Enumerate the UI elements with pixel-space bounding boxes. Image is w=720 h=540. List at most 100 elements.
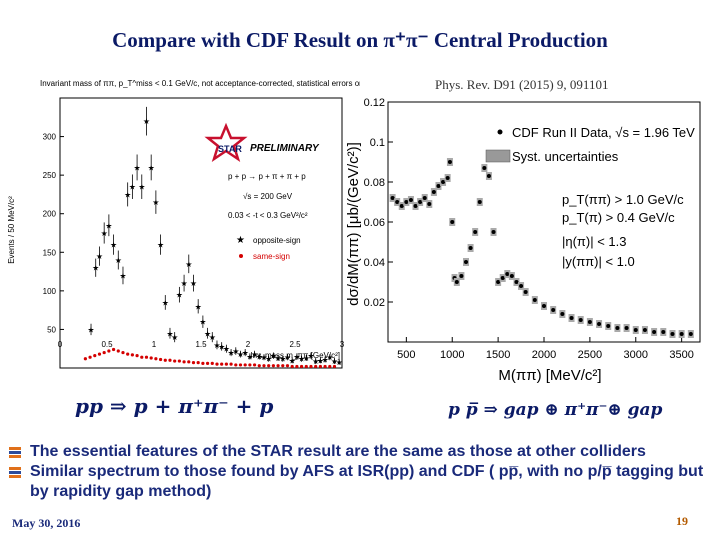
cdf-data-point bbox=[688, 332, 693, 336]
opposite-sign-point: ★ bbox=[190, 279, 197, 288]
opposite-sign-point: ★ bbox=[124, 190, 131, 199]
legend-opposite-sign-icon: ★ bbox=[236, 235, 245, 246]
star-y-tick-label: 200 bbox=[43, 210, 57, 219]
opposite-sign-point: ★ bbox=[176, 291, 183, 300]
legend-syst-swatch bbox=[485, 149, 511, 163]
opposite-sign-point: ★ bbox=[152, 198, 159, 207]
opposite-sign-point: ★ bbox=[312, 357, 319, 366]
opposite-sign-point: ★ bbox=[157, 241, 164, 250]
same-sign-point bbox=[309, 364, 313, 369]
same-sign-point bbox=[163, 358, 167, 362]
opposite-sign-point: ★ bbox=[195, 302, 202, 311]
opposite-sign-point: ★ bbox=[133, 163, 140, 172]
star-y-tick-label: 50 bbox=[47, 325, 56, 334]
opposite-sign-point: ★ bbox=[129, 183, 136, 192]
cdf-data-point bbox=[514, 280, 519, 284]
cdf-chart: dσ/dM(ππ) [μb/(GeV/c²)] 0.02 0.04 0.06 0.08… bbox=[345, 97, 701, 384]
cdf-data-point bbox=[551, 308, 556, 312]
opposite-sign-point: ★ bbox=[204, 329, 211, 338]
same-sign-point bbox=[187, 360, 191, 364]
cdf-data-point bbox=[642, 328, 647, 332]
cdf-data-point bbox=[459, 274, 464, 278]
opposite-sign-point: ★ bbox=[237, 350, 244, 359]
cdf-data-point bbox=[491, 230, 496, 234]
opposite-sign-point: ★ bbox=[162, 298, 169, 307]
same-sign-point bbox=[238, 363, 243, 367]
cdf-data-point bbox=[454, 280, 459, 284]
cdf-data-point bbox=[679, 332, 684, 336]
star-x-tick-label: 2.5 bbox=[289, 340, 301, 349]
star-reaction-annotation: p + p → p + π + π + p bbox=[228, 172, 306, 181]
same-sign-point bbox=[149, 356, 153, 360]
star-x-tick-label: 3 bbox=[340, 340, 345, 349]
same-sign-point bbox=[177, 359, 181, 363]
star-logo-text: STAR bbox=[218, 144, 242, 154]
bullet-item: Similar spectrum to those found by AFS a… bbox=[8, 462, 713, 502]
star-x-tick-label: 0 bbox=[58, 340, 63, 349]
opposite-sign-point: ★ bbox=[209, 333, 216, 342]
legend-opposite-sign-label: opposite-sign bbox=[253, 236, 301, 245]
same-sign-point bbox=[140, 355, 144, 359]
same-sign-point bbox=[304, 364, 308, 369]
same-sign-point bbox=[271, 364, 275, 368]
opposite-sign-point: ★ bbox=[166, 329, 173, 338]
cdf-cut-pt-pipi: p_T(ππ) > 1.0 GeV/c bbox=[562, 192, 684, 207]
opposite-sign-point: ★ bbox=[143, 117, 150, 126]
cdf-data-point bbox=[542, 304, 546, 308]
cdf-data-point bbox=[519, 284, 524, 288]
star-plot-frame bbox=[59, 97, 343, 369]
same-sign-point bbox=[248, 363, 252, 367]
cdf-x-tick-label: 2500 bbox=[578, 349, 602, 361]
star-energy-annotation: √s = 200 GeV bbox=[243, 192, 293, 201]
cdf-data-point bbox=[661, 330, 666, 334]
same-sign-point bbox=[318, 364, 322, 369]
opposite-sign-point: ★ bbox=[119, 271, 126, 280]
cdf-data-point bbox=[413, 204, 418, 208]
same-sign-point bbox=[97, 352, 102, 356]
same-sign-point bbox=[205, 361, 210, 365]
cdf-data-point bbox=[450, 220, 455, 224]
opposite-sign-point: ★ bbox=[251, 350, 258, 359]
same-sign-point bbox=[281, 364, 285, 368]
star-x-axis-label: Inv. mass m_ππ [GeV/c²] bbox=[250, 351, 340, 360]
cdf-data-point bbox=[477, 200, 482, 204]
opposite-sign-point: ★ bbox=[256, 352, 263, 361]
same-sign-point bbox=[196, 361, 200, 365]
bullet-item: The essential features of the STAR resul… bbox=[8, 442, 713, 462]
cdf-y-tick-label: 0.04 bbox=[364, 257, 385, 269]
cdf-data-point bbox=[399, 204, 404, 208]
same-sign-point bbox=[144, 355, 149, 359]
cdf-data-point bbox=[408, 198, 413, 202]
star-x-tick-label: 1 bbox=[152, 340, 157, 349]
legend-cdf-data-marker bbox=[497, 129, 503, 135]
same-sign-point bbox=[182, 360, 186, 364]
opposite-sign-point: ★ bbox=[246, 352, 253, 361]
star-preliminary-label: PRELIMINARY bbox=[250, 143, 320, 154]
cdf-data-point bbox=[436, 184, 441, 188]
same-sign-point bbox=[173, 359, 177, 363]
opposite-sign-point: ★ bbox=[274, 354, 281, 363]
opposite-sign-point: ★ bbox=[199, 318, 206, 327]
same-sign-point bbox=[121, 350, 125, 355]
cdf-x-tick-label: 3000 bbox=[624, 349, 648, 361]
opposite-sign-point: ★ bbox=[293, 352, 300, 361]
cdf-y-axis-label: dσ/dM(ππ) [μb/(GeV/c²)] bbox=[345, 142, 362, 306]
opposite-sign-point: ★ bbox=[279, 355, 286, 364]
same-sign-point bbox=[210, 361, 214, 365]
same-sign-point bbox=[135, 354, 139, 358]
cdf-data-point bbox=[418, 200, 423, 204]
same-sign-point bbox=[126, 352, 130, 356]
same-sign-point bbox=[299, 364, 304, 369]
cdf-data-point bbox=[390, 196, 395, 200]
opposite-sign-point: ★ bbox=[92, 264, 99, 273]
cdf-x-tick-label: 1000 bbox=[440, 349, 464, 361]
cdf-data-point bbox=[532, 298, 537, 302]
opposite-sign-point: ★ bbox=[331, 357, 338, 366]
same-sign-point bbox=[267, 364, 271, 368]
cdf-data-point bbox=[468, 246, 473, 250]
same-sign-point bbox=[158, 357, 163, 362]
opposite-sign-point: ★ bbox=[223, 345, 230, 354]
cdf-reaction-equation: p p̅ ⇒ gap ⊕ π⁺π⁻⊕ gap bbox=[448, 400, 663, 420]
same-sign-point bbox=[295, 364, 299, 369]
bullet-text: The essential features of the STAR resul… bbox=[30, 443, 646, 460]
